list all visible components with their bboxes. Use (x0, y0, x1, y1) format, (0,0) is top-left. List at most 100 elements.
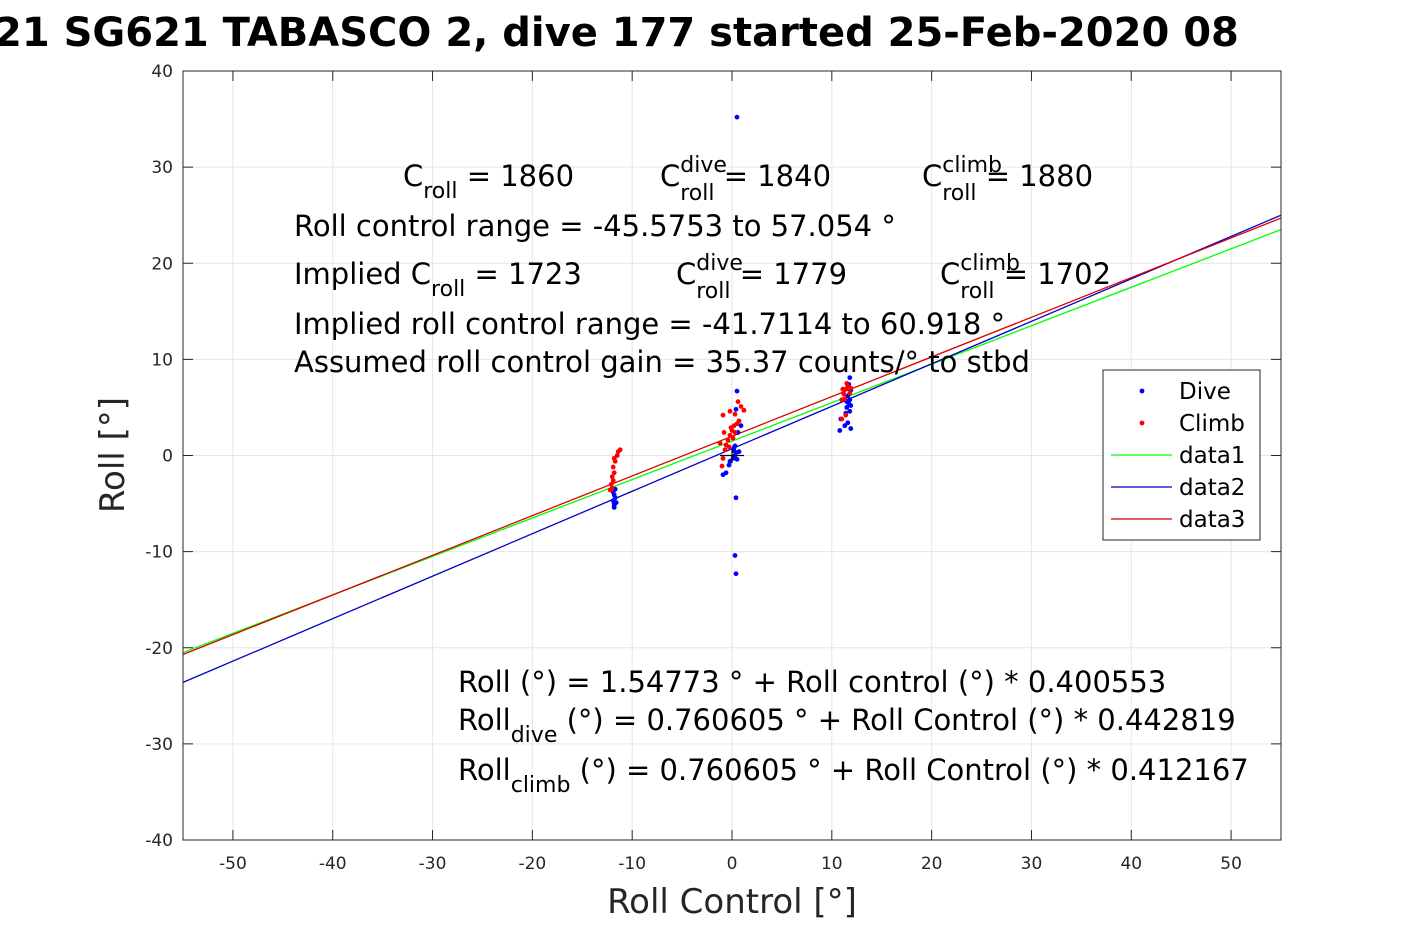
dive-point (733, 571, 739, 577)
annotation-superscript: dive (696, 251, 743, 276)
annotation-subscript: climb (511, 773, 571, 798)
annotations: Croll = 1860 Cdive roll = 1840 Cclimb roll =… (294, 153, 1249, 798)
x-tick-label: 40 (1120, 854, 1142, 874)
annotation-text: Implied roll control range = -41.7114 to… (294, 307, 1005, 341)
annotation-text: Assumed roll control gain = 35.37 counts… (294, 345, 1030, 379)
climb-point (727, 432, 733, 438)
annotation-subscript: roll (680, 181, 714, 206)
fit-equation: Rolldive (°) = 0.760605 ° + Roll Control… (458, 703, 1236, 748)
annotation-superscript: dive (680, 153, 727, 178)
climb-point (844, 381, 850, 386)
y-tick-label: 10 (151, 350, 173, 370)
dive-point (847, 408, 853, 414)
annotation-subscript: roll (942, 181, 976, 206)
data-points (607, 114, 854, 577)
dive-point (738, 423, 744, 429)
legend-marker (1139, 420, 1145, 426)
annotation-text: C (940, 257, 960, 291)
dive-point (733, 495, 739, 501)
legend-label: data2 (1179, 475, 1245, 501)
climb-point (732, 411, 738, 417)
climb-point (842, 396, 848, 402)
legend-label: data3 (1179, 507, 1245, 533)
dive-point (613, 500, 619, 506)
fit-equation: Roll (°) = 1.54773 ° + Roll control (°) … (458, 665, 1166, 699)
annotation-text: = 1779 (731, 257, 848, 291)
climb-point (720, 412, 726, 418)
y-tick-label: -30 (145, 735, 173, 755)
climb-point (721, 430, 727, 435)
legend-label: Dive (1179, 379, 1231, 405)
dive-point (837, 428, 843, 433)
legend-marker (1139, 388, 1145, 394)
dive-point (726, 462, 732, 468)
climb-point (738, 404, 744, 409)
climb-point (611, 470, 617, 476)
top-annotation: Implied roll control range = -41.7114 to… (294, 307, 1005, 341)
dive-point (847, 375, 853, 381)
x-tick-label: 20 (921, 854, 943, 874)
top-annotation: Croll = 1860 (403, 159, 574, 204)
x-tick-label: 30 (1021, 854, 1043, 874)
y-tick-label: 30 (151, 158, 173, 178)
y-tick-label: -40 (145, 831, 173, 851)
climb-point (610, 478, 616, 483)
climb-point (610, 464, 616, 470)
annotation-text: C (676, 257, 696, 291)
dive-point (734, 456, 740, 462)
annotation-text: Roll control range = -45.5753 to 57.054 … (294, 209, 896, 243)
annotation-text: = 1880 (977, 159, 1094, 193)
top-annotation: Cclimb roll = 1880 (922, 153, 1093, 206)
x-tick-label: -50 (219, 854, 247, 874)
climb-point (840, 386, 846, 392)
x-axis-label: Roll Control [°] (607, 882, 857, 922)
y-tick-label: 20 (151, 254, 173, 274)
legend-label: data1 (1179, 443, 1245, 469)
x-tick-label: -30 (419, 854, 447, 874)
dive-point (842, 423, 848, 429)
dive-point (845, 420, 851, 426)
annotation-subscript: roll (696, 279, 730, 304)
dive-point (848, 403, 854, 408)
top-annotation: Cclimb roll = 1702 (940, 251, 1111, 304)
climb-point (730, 435, 736, 441)
y-tick-label: 0 (162, 447, 173, 467)
legend-label: Climb (1179, 411, 1245, 437)
x-tick-label: 10 (821, 854, 843, 874)
y-tick-label: -20 (145, 639, 173, 659)
legend: Dive Climb data1 data2 data3 (1102, 369, 1261, 541)
annotation-text: C (660, 159, 680, 193)
dive-point (848, 426, 854, 431)
annotation-superscript: climb (960, 251, 1020, 276)
climb-point (725, 437, 731, 443)
annotation-text: = 1723 (465, 257, 582, 291)
x-tick-label: 0 (727, 854, 738, 874)
climb-point (847, 390, 853, 396)
climb-point (717, 440, 723, 446)
climb-point (736, 418, 742, 424)
dive-point (844, 405, 850, 410)
climb-point (614, 453, 620, 458)
climb-point (611, 455, 617, 461)
y-tick-label: -10 (145, 543, 173, 563)
annotation-text: Roll (458, 753, 511, 787)
climb-point (843, 412, 849, 418)
dive-point (736, 449, 742, 455)
top-annotation: Cdive roll = 1779 (676, 251, 847, 304)
climb-point (839, 416, 845, 422)
x-tick-label: -10 (618, 854, 646, 874)
chart-title: 21 SG621 TABASCO 2, dive 177 started 25-… (0, 10, 1239, 56)
y-axis-label: Roll [°] (93, 397, 133, 513)
dive-point (733, 406, 739, 412)
x-tick-label: -20 (518, 854, 546, 874)
dive-point (734, 114, 740, 120)
top-annotation: Cdive roll = 1840 (660, 153, 831, 206)
annotation-subscript: roll (960, 279, 994, 304)
annotation-text: Roll (458, 703, 511, 737)
climb-point (719, 463, 725, 469)
annotation-subscript: roll (423, 179, 457, 204)
annotation-text: C (403, 159, 423, 193)
top-annotation: Assumed roll control gain = 35.37 counts… (294, 345, 1030, 379)
climb-point (841, 391, 847, 397)
dive-point (720, 472, 726, 478)
